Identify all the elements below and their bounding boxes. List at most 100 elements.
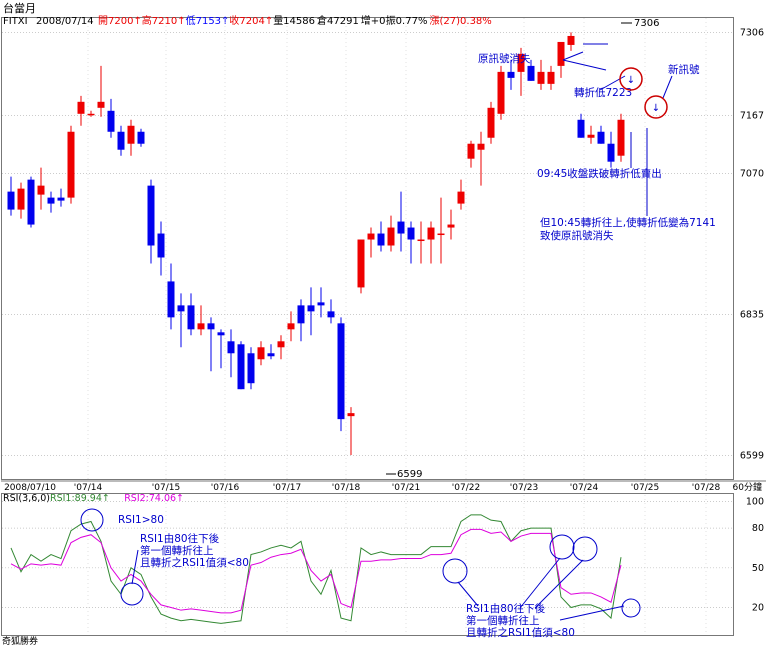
candle-body (317, 302, 325, 306)
quote-item: 開7200↑ (98, 15, 142, 27)
candle-body (177, 305, 185, 312)
candle-body (397, 221, 405, 234)
rsi-rule-1-line1: RSI1由80往下後 (140, 532, 220, 545)
candle-body (127, 125, 135, 144)
candle-body (237, 344, 245, 390)
rsi-circle (442, 558, 468, 584)
candle-body (57, 197, 65, 201)
date-tick-label: '07/28 (692, 483, 721, 493)
rsi-arrow (534, 559, 584, 609)
candle-body (517, 53, 525, 72)
rsi-title: RSI(3,6,0) (3, 493, 50, 504)
rsi-tick-label: 100 (746, 497, 764, 508)
quote-item: 低7153↑ (186, 14, 230, 27)
candle-body (17, 188, 25, 210)
candle-body (187, 305, 195, 330)
down-arrow-icon: ↓ (652, 103, 660, 114)
candle-body (387, 227, 395, 246)
sell-note: 09:45收盤跌破轉折低賣出 (537, 167, 662, 180)
rsi-arrow (519, 557, 561, 609)
date-tick-label: '07/22 (452, 483, 480, 493)
candle-body (577, 119, 585, 138)
candle-body (327, 311, 335, 318)
candle-body (37, 185, 45, 195)
date-label: 2008/07/14 (36, 16, 94, 27)
candle-body (547, 71, 555, 84)
candle-body (307, 305, 315, 312)
candle-body (347, 413, 355, 417)
low-value-label: 6599 (397, 469, 422, 480)
rsi-rule-1-line3: 且轉折之RSI1值須<80 (140, 556, 249, 569)
candle-body (7, 191, 15, 210)
turning-low-note: 轉折低7223 (574, 86, 632, 99)
candle-body (297, 305, 305, 324)
candle-body (597, 131, 605, 144)
rsi-lines (10, 514, 622, 624)
candle-body (457, 191, 465, 204)
rsi-annotations: RSI1>80 RSI1由80往下後 第一個轉折往上 且轉折之RSI1值須<80… (80, 508, 641, 639)
rsi-tick-label: 20 (752, 603, 764, 614)
candle-body (487, 107, 495, 138)
candle-body (107, 110, 115, 132)
candle-body (137, 131, 145, 144)
rsi-series-line (10, 528, 622, 614)
candle-body (437, 233, 445, 236)
rsi-circle (621, 598, 641, 618)
timeframe-label: 60分鐘 (733, 481, 762, 493)
candle-body (27, 179, 35, 225)
date-tick-label: '07/15 (152, 483, 180, 493)
rsi-legend: RSI(3,6,0) RSI1:89.94↑ RSI2:74.06↑ (3, 493, 184, 504)
quote-bar: 開7200↑ 高7210↑ 低7153↑ 收7204↑ 量14586 倉47291 增+0 振… (98, 14, 492, 27)
rsi-legend-item: RSI1:89.94↑ (50, 493, 110, 504)
date-tick-label: '07/23 (510, 483, 538, 493)
date-tick-label: '07/14 (74, 483, 103, 493)
rsi-y-axis: 100 80 50 20 (746, 497, 764, 614)
quote-item: 收7204↑ (229, 14, 273, 27)
rsi-circle (80, 508, 104, 532)
candle-body (87, 113, 95, 116)
rsi-panel-frame (1, 493, 734, 636)
candle-body (367, 233, 375, 240)
rsi-circle (572, 536, 598, 562)
date-tick-label: 2008/07/10 (4, 483, 56, 493)
rsi-over-80-note: RSI1>80 (118, 514, 164, 526)
candle-body (507, 71, 515, 78)
quote-item: 增+0 (361, 14, 386, 27)
high-value-label: 7306 (634, 18, 659, 29)
candle-body (357, 239, 365, 288)
quote-item: 倉47291 (317, 14, 359, 27)
vanished-arrow-1 (562, 59, 607, 71)
vanished-arrow-2 (562, 51, 584, 61)
candle-body (557, 41, 565, 66)
price-panel-frame (1, 17, 734, 480)
turning-low-arrow (599, 75, 626, 91)
new-signal-note: 新訊號 (668, 63, 700, 76)
price-tick-label: 7167 (740, 111, 764, 122)
candle-body (67, 131, 75, 198)
candle-body (537, 71, 545, 84)
candlesticks (7, 32, 625, 456)
date-tick-label: '07/21 (392, 483, 420, 493)
rsi-rule-2-line3: 且轉折之RSI1值須<80 (466, 626, 575, 639)
quote-item: 高7210↑ (142, 14, 186, 27)
down-arrow-icon: ↓ (627, 75, 635, 86)
price-tick-label: 6599 (740, 451, 764, 462)
candle-body (497, 71, 505, 114)
date-axis: 2008/07/10 '07/14 '07/15 '07/16 '07/17 '07/18… (4, 483, 720, 493)
rsi-circle (120, 582, 144, 606)
candle-body (47, 197, 55, 204)
new-signal-arrow (662, 75, 673, 99)
rsi-grid (2, 495, 733, 634)
candle-body (147, 185, 155, 246)
quote-item: 量14586 (273, 15, 315, 27)
candle-body (477, 143, 485, 150)
rsi-arrow (559, 605, 625, 621)
candle-body (257, 347, 265, 360)
new-signal-circle (644, 95, 668, 119)
rsi-rule-1-line2: 第一個轉折往上 (140, 544, 214, 557)
candle-body (207, 323, 215, 330)
broker-label: 奇狐勝券 (2, 635, 38, 647)
candle-body (277, 341, 285, 348)
header: 台當月 FITXI 2008/07/14 開7200↑ 高7210↑ 低7153↑ 收… (3, 1, 492, 27)
